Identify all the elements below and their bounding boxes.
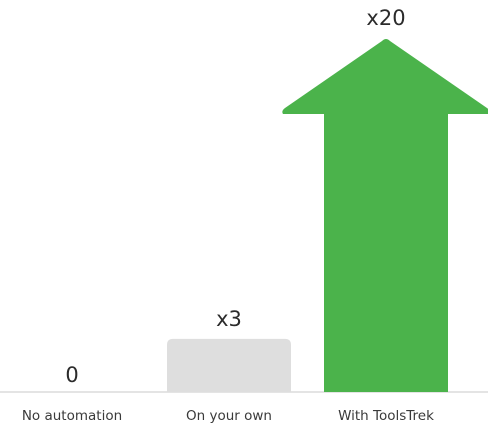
category-label-0: No automation bbox=[22, 408, 122, 424]
value-label-0: 0 bbox=[65, 363, 78, 387]
bar-1 bbox=[167, 338, 291, 392]
bars-group bbox=[167, 39, 488, 392]
value-label-1: x3 bbox=[216, 307, 242, 331]
category-label-1: On your own bbox=[186, 408, 272, 424]
bar-2-arrow bbox=[282, 39, 488, 392]
value-labels-group: 0 x3 x20 bbox=[65, 6, 405, 387]
category-labels-group: No automation On your own With ToolsTrek bbox=[22, 408, 434, 424]
value-label-2: x20 bbox=[366, 6, 405, 30]
category-label-2: With ToolsTrek bbox=[338, 408, 434, 424]
